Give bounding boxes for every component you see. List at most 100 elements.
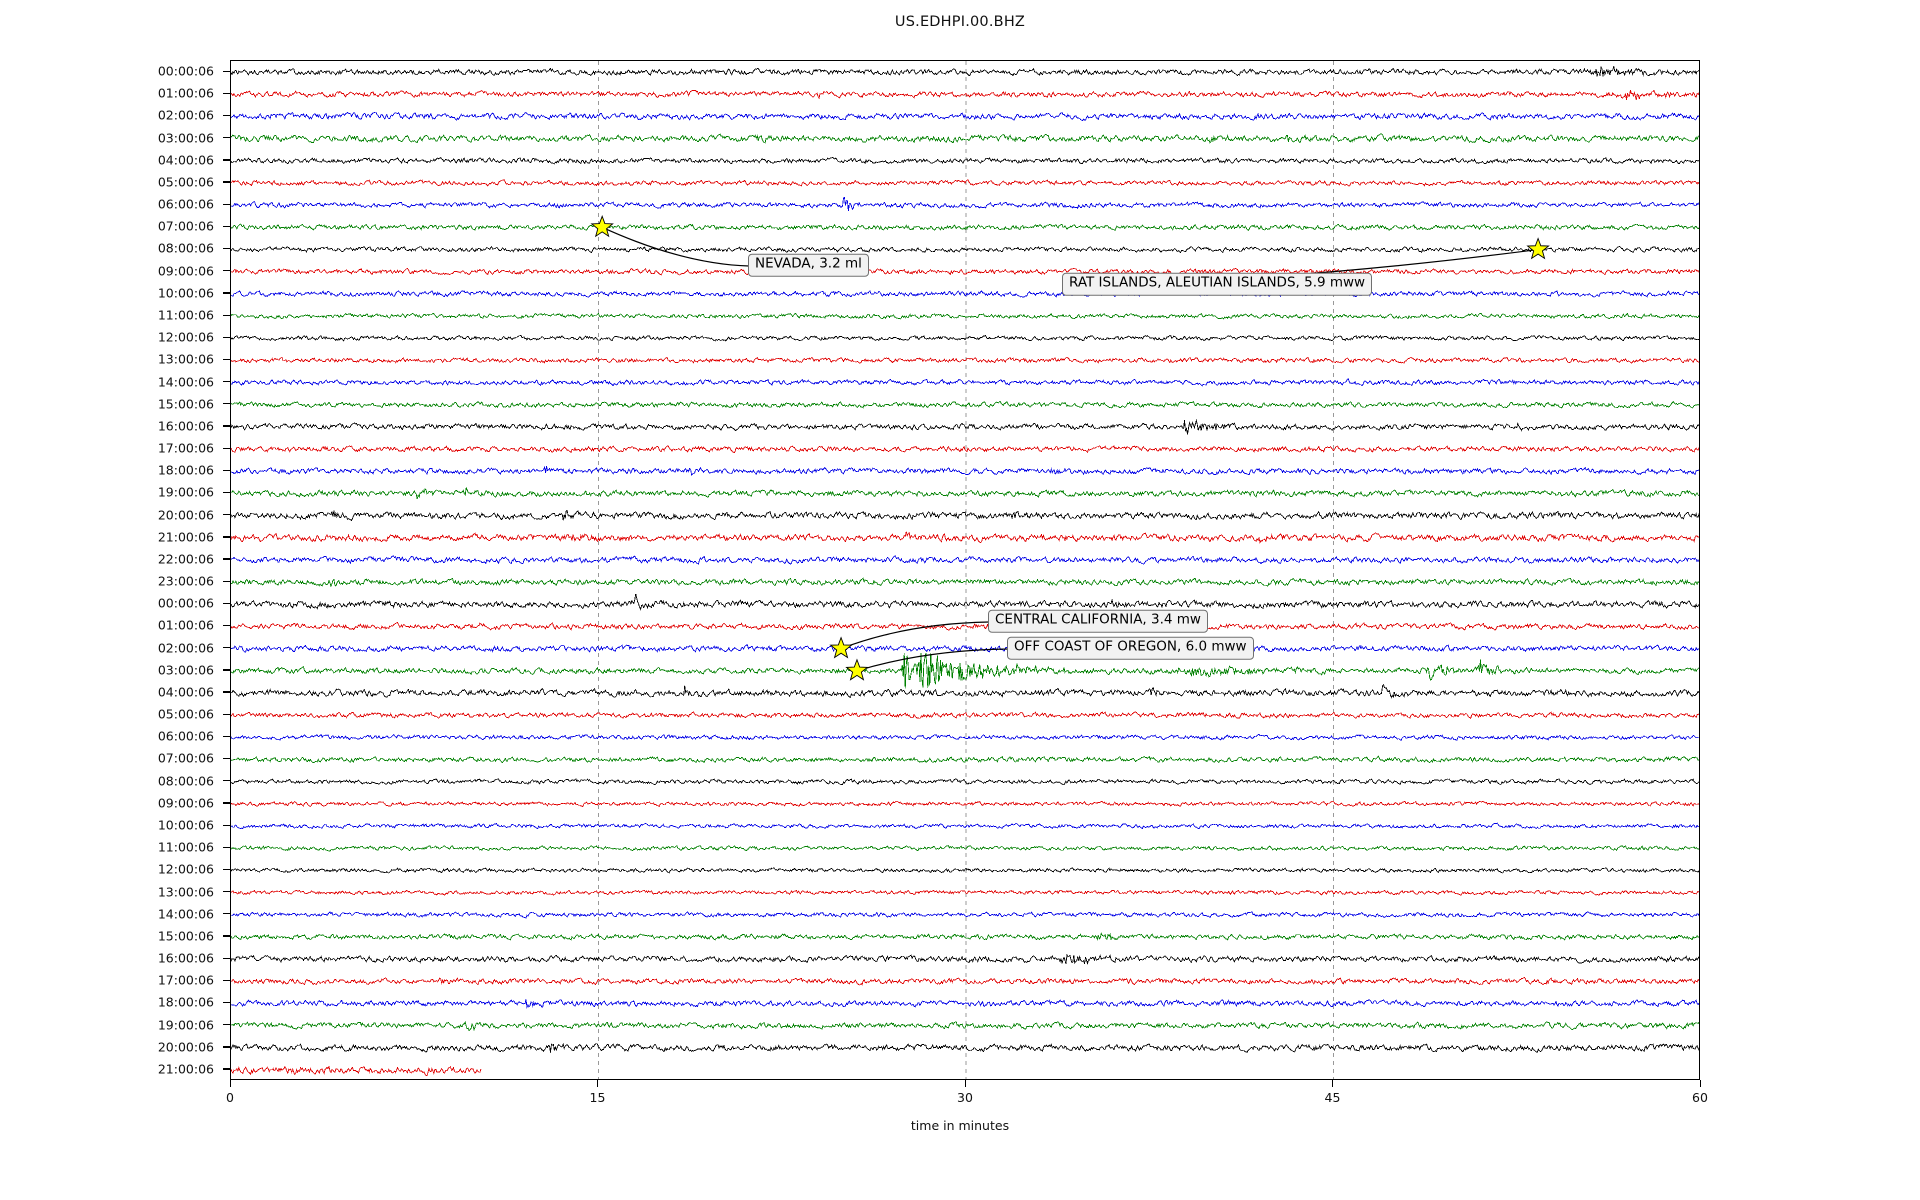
trace-24: [231, 593, 1699, 611]
x-axis-tick-1: [597, 1080, 599, 1087]
trace-12: [231, 334, 1699, 342]
y-axis-label-9: 09:00:06: [157, 263, 214, 279]
trace-9: [231, 267, 1699, 276]
x-axis-label-3: 45: [1324, 1090, 1341, 1105]
y-axis-label-8: 08:00:06: [157, 240, 214, 256]
trace-16: [231, 418, 1699, 435]
x-axis-tick-3: [1332, 1080, 1334, 1087]
y-axis-tick-2: [223, 114, 231, 117]
y-axis-label-32: 08:00:06: [157, 773, 214, 789]
y-axis-label-40: 16:00:06: [157, 950, 214, 966]
y-axis-tick-1: [223, 92, 231, 95]
trace-35: [231, 845, 1699, 852]
trace-14: [231, 378, 1699, 387]
trace-0: [231, 66, 1699, 77]
trace-6: [231, 196, 1699, 212]
x-axis-label-2: 30: [957, 1090, 973, 1105]
y-axis-tick-30: [223, 735, 231, 738]
y-axis-tick-19: [223, 491, 231, 494]
y-axis-label-33: 09:00:06: [157, 795, 214, 811]
y-axis-label-26: 02:00:06: [157, 640, 214, 656]
y-axis-tick-44: [223, 1046, 231, 1048]
event-annotation-3[interactable]: OFF COAST OF OREGON, 6.0 mww: [1007, 636, 1254, 660]
y-axis-tick-39: [223, 935, 231, 937]
y-axis-tick-36: [223, 868, 231, 871]
y-axis-label-38: 14:00:06: [157, 906, 214, 922]
trace-20: [231, 509, 1699, 522]
trace-33: [231, 800, 1699, 807]
trace-21: [231, 531, 1699, 544]
y-axis-tick-8: [223, 247, 231, 250]
y-axis-tick-41: [223, 979, 231, 981]
y-axis-label-0: 00:00:06: [157, 63, 214, 79]
event-star-marker-1[interactable]: [1526, 237, 1550, 260]
trace-7: [231, 223, 1699, 232]
y-axis-tick-43: [223, 1024, 231, 1026]
trace-27: [231, 652, 1699, 689]
y-axis-label-34: 10:00:06: [157, 817, 214, 833]
event-star-marker-2[interactable]: [829, 636, 853, 659]
trace-28: [231, 683, 1699, 699]
event-leader-line-3: [856, 648, 1009, 672]
trace-11: [231, 312, 1699, 320]
y-axis-label-14: 14:00:06: [157, 374, 214, 390]
event-annotation-0[interactable]: NEVADA, 3.2 ml: [748, 253, 869, 277]
event-annotation-2[interactable]: CENTRAL CALIFORNIA, 3.4 mw: [988, 609, 1208, 633]
y-axis-tick-14: [223, 381, 231, 383]
y-axis-tick-42: [223, 1001, 231, 1004]
y-axis-tick-37: [223, 891, 231, 893]
x-axis-label-0: 0: [226, 1090, 234, 1105]
y-axis-tick-34: [223, 824, 231, 826]
y-axis-tick-29: [223, 713, 231, 715]
y-axis-label-23: 23:00:06: [157, 573, 214, 589]
event-markers-and-leaders: [590, 215, 1550, 681]
trace-38: [231, 911, 1699, 919]
y-axis-label-42: 18:00:06: [157, 994, 214, 1010]
trace-26: [231, 644, 1699, 653]
y-axis-label-21: 21:00:06: [157, 529, 214, 545]
y-axis-label-7: 07:00:06: [157, 218, 214, 234]
event-annotation-1[interactable]: RAT ISLANDS, ALEUTIAN ISLANDS, 5.9 mww: [1062, 272, 1373, 296]
y-axis-tick-15: [223, 403, 231, 405]
y-axis-tick-3: [223, 137, 231, 139]
trace-22: [231, 555, 1699, 565]
event-leader-line-2: [840, 621, 990, 650]
y-axis-label-6: 06:00:06: [157, 196, 214, 212]
y-axis-tick-27: [223, 669, 231, 671]
y-axis-label-39: 15:00:06: [157, 928, 214, 944]
y-axis-tick-9: [223, 270, 231, 272]
y-axis-label-22: 22:00:06: [157, 551, 214, 567]
y-axis-label-11: 11:00:06: [157, 307, 214, 323]
trace-2: [231, 111, 1699, 121]
x-axis-tick-2: [964, 1080, 966, 1087]
y-axis-tick-24: [223, 602, 231, 605]
y-axis-tick-11: [223, 314, 231, 316]
trace-39: [231, 932, 1699, 941]
y-axis-label-36: 12:00:06: [157, 861, 214, 877]
y-axis-label-18: 18:00:06: [157, 462, 214, 478]
y-axis-label-45: 21:00:06: [157, 1061, 214, 1077]
trace-13: [231, 356, 1699, 364]
y-axis-label-19: 19:00:06: [157, 484, 214, 500]
y-axis-label-17: 17:00:06: [157, 440, 214, 456]
y-axis-tick-26: [223, 647, 231, 649]
y-axis-tick-17: [223, 447, 231, 449]
y-axis-label-28: 04:00:06: [157, 684, 214, 700]
y-axis-tick-20: [223, 514, 231, 516]
trace-41: [231, 977, 1699, 986]
y-axis-label-3: 03:00:06: [157, 130, 214, 146]
x-axis-label-1: 15: [589, 1090, 606, 1105]
y-axis-label-37: 13:00:06: [157, 884, 214, 900]
y-axis-tick-23: [223, 580, 231, 582]
event-star-marker-0[interactable]: [590, 215, 614, 238]
y-axis-label-24: 00:00:06: [157, 595, 214, 611]
trace-45: [231, 1065, 482, 1077]
y-axis-label-4: 04:00:06: [157, 152, 214, 168]
y-axis-label-20: 20:00:06: [157, 507, 214, 523]
event-star-marker-3[interactable]: [845, 658, 869, 681]
x-axis-title: time in minutes: [910, 1118, 1010, 1133]
trace-40: [231, 953, 1699, 966]
y-axis-tick-7: [223, 225, 231, 228]
y-axis-tick-35: [223, 846, 231, 848]
